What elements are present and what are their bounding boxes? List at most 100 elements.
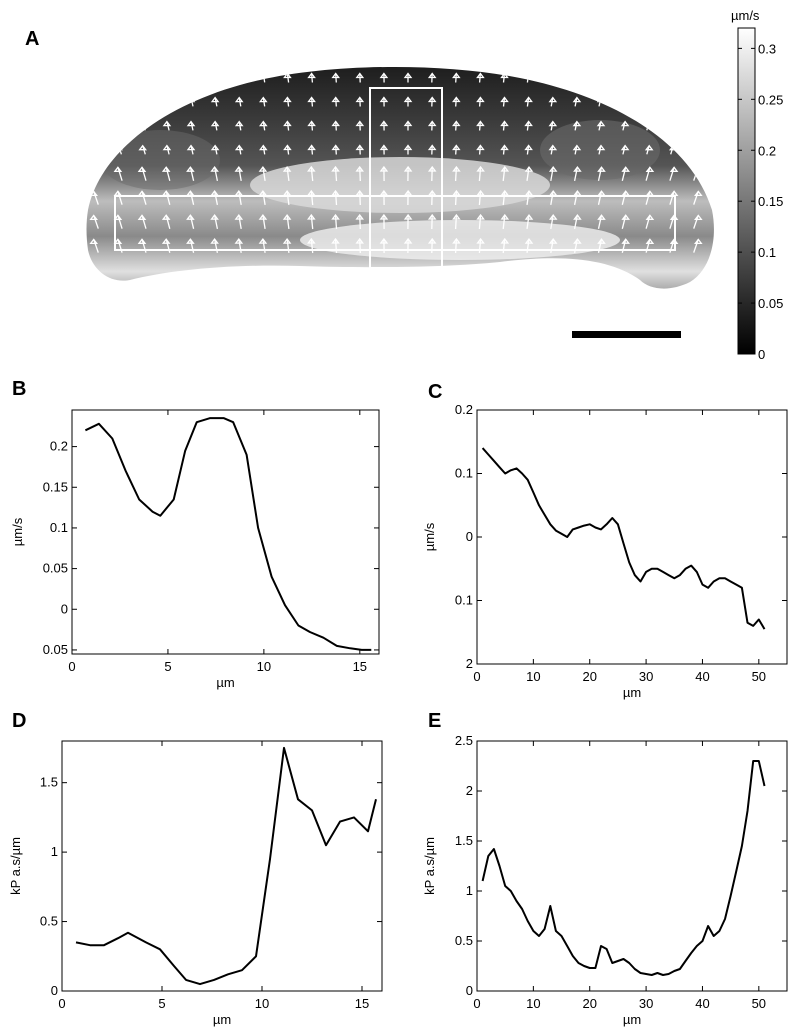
velocity-arrow-head [234,96,244,103]
velocity-arrow-shaft [502,214,506,230]
velocity-arrow-head [210,144,220,151]
velocity-arrow-head [596,144,606,151]
velocity-arrow-shaft [646,73,650,83]
velocity-arrow-shaft [189,167,195,181]
velocity-arrow-shaft [262,190,266,206]
velocity-arrow-head [259,72,268,79]
velocity-arrow-shaft [165,215,171,229]
velocity-arrow-shaft [693,97,699,107]
velocity-arrow-shaft [213,166,219,182]
panel-c-xtick-label: 20 [582,669,596,684]
velocity-arrow-head [669,72,678,79]
velocity-arrow-head [644,144,654,151]
velocity-arrow-shaft [693,239,699,253]
velocity-arrow-head [89,166,98,173]
velocity-arrow-head [162,144,172,151]
velocity-arrow-shaft [669,167,675,181]
velocity-arrow-head [259,96,268,103]
panel-d-xlabel: µm [213,1012,231,1027]
velocity-arrow-head [210,72,220,79]
velocity-arrow-head [186,238,195,244]
velocity-arrow-head [620,96,630,103]
velocity-arrow-head [379,120,389,127]
velocity-arrow-head [210,238,219,244]
velocity-arrow-head [524,120,533,127]
velocity-arrow-head [186,96,196,103]
velocity-arrow-head [669,166,679,172]
panel-e-xtick-label: 40 [695,996,709,1011]
velocity-arrow-head [645,166,655,172]
velocity-arrow-head [137,166,147,172]
velocity-arrow-head [331,96,340,103]
velocity-arrow-head [500,144,509,151]
velocity-arrow-shaft [573,190,579,206]
velocity-arrow-head [403,144,413,151]
panel-b-xtick-label: 0 [68,659,75,674]
velocity-arrow-head [476,165,485,172]
velocity-arrow-head [89,238,98,245]
velocity-arrow-head [137,238,147,244]
velocity-arrow-head [548,96,558,103]
velocity-arrow-shaft [117,167,123,181]
velocity-arrow-head [331,237,340,244]
panel-c-xtick-label: 50 [752,669,766,684]
panel-e-ytick-label: 1 [466,883,473,898]
velocity-arrow-shaft [574,73,578,83]
panel-e-ytick-label: 0 [466,983,473,998]
velocity-arrow-head [114,72,123,79]
velocity-arrow-head [379,144,389,151]
velocity-arrow-shaft [334,190,338,206]
velocity-arrow-head [210,96,220,103]
colorbar-ticks: 0.3 0.25 0.2 0.15 0.1 0.05 0 [738,41,783,362]
cell-bright-band [250,157,550,213]
velocity-arrow-head [573,166,582,172]
velocity-arrow-head [597,166,606,172]
velocity-arrow-head [161,214,171,220]
panel-b-series-line [84,417,372,651]
velocity-arrow-head [524,238,534,244]
velocity-arrow-head [476,237,485,244]
velocity-arrow-head [620,144,630,151]
velocity-arrow-head [234,72,244,79]
velocity-arrow-shaft [238,166,242,182]
colorbar-gradient [737,27,756,355]
velocity-arrow-shaft [334,214,338,230]
velocity-arrow-shaft [286,191,290,205]
panel-c-series-line [481,447,766,630]
panel-d-chart: 0 5 10 15 0 0.5 1 1.5 µm kP a.s/µm [8,740,383,1027]
panel-e-xtick-label: 10 [526,996,540,1011]
velocity-arrow-head [355,72,365,79]
velocity-arrow-head [282,166,292,172]
velocity-arrow-shaft [550,190,554,206]
velocity-arrow-head [379,237,389,244]
velocity-arrow-head [210,166,219,172]
velocity-arrow-shaft [93,167,99,181]
velocity-arrow-shaft [165,167,171,181]
velocity-arrow-head [452,237,461,244]
panel-c-ytick-label: 0 [466,529,473,544]
velocity-arrow-head [355,96,365,103]
velocity-arrow-shaft [670,97,674,107]
colorbar-tick-label: 0.15 [758,194,783,209]
velocity-arrow-shaft [359,166,361,182]
velocity-arrow-shaft [645,167,651,181]
velocity-arrow-shaft [214,73,218,83]
velocity-arrow-head [210,120,220,127]
velocity-arrow-shaft [693,73,699,83]
velocity-arrow-head [307,120,316,127]
velocity-arrow-head [113,166,123,172]
velocity-arrow-shaft [693,145,699,155]
velocity-arrow-head [355,120,365,127]
velocity-arrow-shaft [573,214,579,230]
velocity-arrow-head [427,96,437,103]
velocity-arrow-shaft [597,191,603,205]
velocity-arrow-shaft [262,214,266,230]
velocity-arrow-head [234,214,244,220]
velocity-arrow-shaft [310,190,314,206]
velocity-arrow-head [596,96,606,103]
velocity-arrow-head [331,144,340,151]
velocity-arrow-shaft [550,166,554,182]
velocity-arrow-shaft [693,191,699,205]
velocity-arrow-shaft [166,73,170,83]
velocity-arrow-head [113,238,123,244]
